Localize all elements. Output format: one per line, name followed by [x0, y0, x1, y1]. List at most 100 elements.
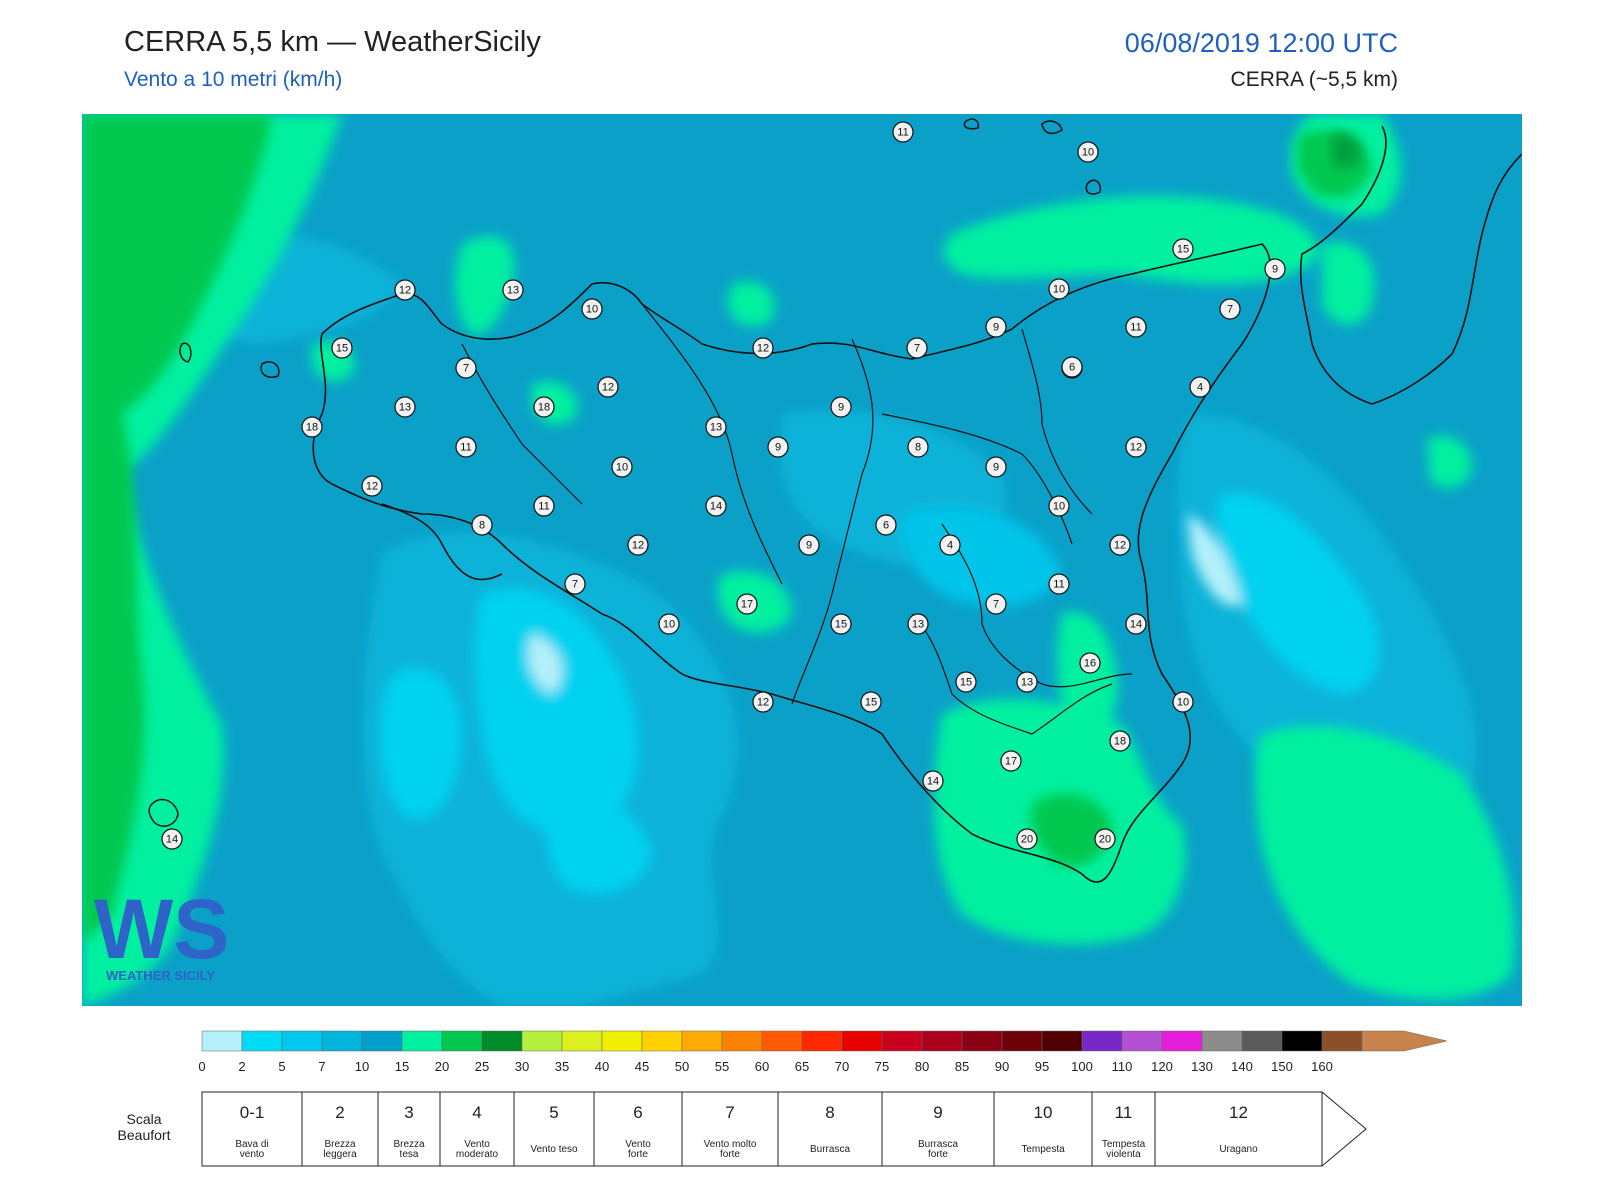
station-marker: 17 [1000, 750, 1022, 772]
scale-swatch [1201, 1030, 1243, 1052]
beaufort-description: Vento [625, 1139, 651, 1150]
station-value: 6 [883, 520, 889, 532]
wind-contour-2-5 [379, 492, 1380, 894]
scale-tick-label: 45 [635, 1059, 649, 1074]
station-value: 9 [993, 462, 999, 474]
station-marker: 6 [875, 514, 897, 536]
station-circle [1264, 258, 1286, 280]
station-value: 8 [915, 442, 921, 454]
station-value: 11 [1130, 322, 1141, 334]
station-circle [860, 691, 882, 713]
station-circle [1172, 238, 1194, 260]
station-value: 18 [538, 402, 550, 414]
station-value: 9 [806, 540, 812, 552]
station-marker: 8 [471, 514, 493, 536]
station-circle [394, 396, 416, 418]
station-marker: 4 [1189, 376, 1211, 398]
station-marker: 14 [922, 770, 944, 792]
model-label: CERRA (~5,5 km) [1230, 68, 1398, 91]
station-circle [597, 376, 619, 398]
station-value: 18 [1114, 736, 1126, 748]
station-marker: 15 [830, 613, 852, 635]
station-value: 12 [602, 382, 614, 394]
station-marker: 11 [1125, 316, 1147, 338]
station-value: 7 [993, 599, 999, 611]
station-value: 11 [460, 442, 471, 454]
station-circle [752, 691, 774, 713]
scale-swatch [481, 1030, 523, 1052]
scale-swatch [1321, 1030, 1363, 1052]
station-value: 15 [960, 677, 972, 689]
scale-swatch [761, 1030, 803, 1052]
station-marker: 10 [1077, 141, 1099, 163]
scale-tick-label: 5 [278, 1059, 285, 1074]
station-circle [830, 396, 852, 418]
beaufort-box [439, 1091, 515, 1167]
beaufort-description: forte [720, 1149, 740, 1160]
station-value: 13 [507, 285, 519, 297]
station-circle [1079, 652, 1101, 674]
forecast-datetime: 06/08/2019 12:00 UTC [1124, 28, 1398, 58]
station-value: 7 [572, 579, 578, 591]
scale-swatch [401, 1030, 443, 1052]
station-value: 20 [1099, 834, 1111, 846]
station-circle [1109, 730, 1131, 752]
beaufort-box [301, 1091, 379, 1167]
station-circle [1000, 750, 1022, 772]
scale-tick-label: 60 [755, 1059, 769, 1074]
station-value: 9 [1272, 264, 1278, 276]
station-marker: 13 [1016, 671, 1038, 693]
station-circle [736, 593, 758, 615]
station-circle [533, 396, 555, 418]
station-marker: 4 [939, 534, 961, 556]
beaufort-description: Tempesta [1021, 1144, 1065, 1155]
station-value: 10 [586, 304, 598, 316]
station-value: 12 [757, 343, 769, 355]
beaufort-description: leggera [323, 1149, 357, 1160]
station-circle [1048, 278, 1070, 300]
station-value: 16 [1084, 658, 1096, 670]
beaufort-description: forte [928, 1149, 948, 1160]
map-title: CERRA 5,5 km — WeatherSicily [124, 26, 541, 58]
scale-swatch [1081, 1030, 1123, 1052]
station-circle [161, 828, 183, 850]
station-value: 10 [1177, 697, 1189, 709]
beaufort-cell: 5 Vento teso [513, 1091, 595, 1167]
scale-tick-label: 35 [555, 1059, 569, 1074]
beaufort-box [993, 1091, 1093, 1167]
station-circle [1048, 573, 1070, 595]
station-value: 10 [1053, 284, 1065, 296]
station-value: 10 [616, 462, 628, 474]
station-value: 12 [399, 285, 411, 297]
beaufort-title-line1: Scala [126, 1111, 161, 1127]
scale-swatch [201, 1030, 243, 1052]
beaufort-box [513, 1091, 595, 1167]
station-circle [611, 456, 633, 478]
station-marker: 15 [860, 691, 882, 713]
logo-brand: WEATHER SICILY [106, 968, 215, 983]
scale-swatch [961, 1030, 1003, 1052]
station-circle [1094, 828, 1116, 850]
scale-swatch [321, 1030, 363, 1052]
scale-tick-label: 75 [875, 1059, 889, 1074]
station-marker: 10 [1048, 495, 1070, 517]
beaufort-description: Bava di [235, 1139, 268, 1150]
station-marker: 18 [1109, 730, 1131, 752]
station-circle [627, 534, 649, 556]
calabria-coastline [1299, 125, 1522, 405]
station-circle [1219, 298, 1241, 320]
station-value: 11 [538, 501, 549, 513]
beaufort-box [593, 1091, 683, 1167]
station-circle [922, 770, 944, 792]
station-circle [907, 613, 929, 635]
scale-swatch [241, 1030, 283, 1052]
station-value: 17 [1005, 756, 1017, 768]
station-marker: 14 [705, 495, 727, 517]
station-value: 14 [710, 501, 722, 513]
beaufort-description: moderato [456, 1149, 499, 1160]
station-marker: 10 [1172, 691, 1194, 713]
station-marker: 11 [892, 121, 914, 143]
